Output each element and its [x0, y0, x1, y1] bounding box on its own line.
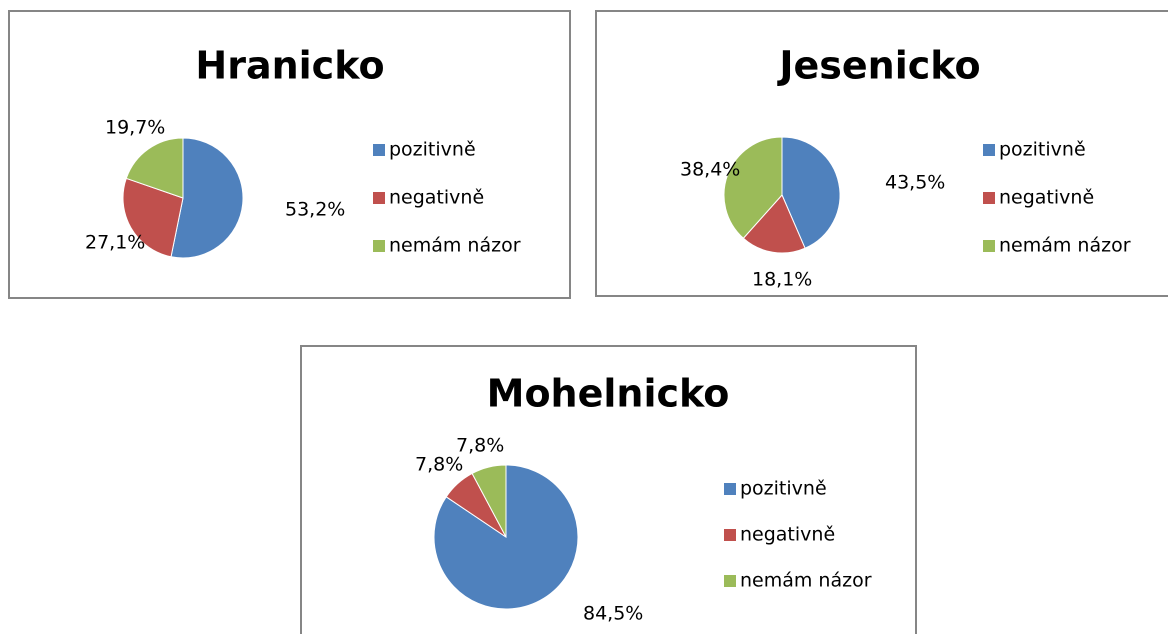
legend-swatch: [983, 144, 995, 156]
data-label: 38,4%: [680, 159, 740, 181]
chart-title: Jesenicko: [776, 44, 980, 88]
legend-swatch: [983, 240, 995, 252]
legend-label: pozitivně: [999, 139, 1086, 161]
data-label: 53,2%: [285, 199, 345, 221]
chart-frame: [8, 10, 571, 299]
pie-slice: [122, 177, 184, 258]
legend-label: nemám názor: [740, 570, 872, 592]
pie-slice: [170, 137, 244, 259]
data-label: 27,1%: [85, 232, 145, 254]
pie-slice: [433, 464, 579, 610]
legend-swatch: [983, 192, 995, 204]
legend-label: negativně: [999, 187, 1094, 209]
chart-frame: [300, 345, 917, 634]
chart-title: Mohelnicko: [487, 372, 730, 416]
pie-slice: [781, 136, 841, 249]
data-label: 19,7%: [105, 117, 165, 139]
legend-swatch: [373, 144, 385, 156]
legend-swatch: [724, 483, 736, 495]
chart-title: Hranicko: [195, 44, 384, 88]
legend-label: negativně: [740, 524, 835, 546]
data-label: 84,5%: [583, 603, 643, 625]
legend-swatch: [373, 192, 385, 204]
legend-swatch: [724, 529, 736, 541]
legend-label: negativně: [389, 187, 484, 209]
legend-swatch: [724, 575, 736, 587]
pie-slice: [742, 194, 806, 254]
legend-swatch: [373, 240, 385, 252]
data-label: 43,5%: [885, 172, 945, 194]
pie-slice: [125, 137, 184, 199]
pie-slice: [723, 136, 783, 239]
chart-frame: [595, 10, 1168, 297]
pie-slice: [471, 464, 507, 538]
data-label: 18,1%: [752, 269, 812, 291]
legend-label: pozitivně: [389, 139, 476, 161]
data-label: 7,8%: [415, 454, 463, 476]
legend-label: nemám názor: [999, 235, 1131, 257]
data-label: 7,8%: [456, 435, 504, 457]
legend-label: pozitivně: [740, 478, 827, 500]
legend-label: nemám názor: [389, 235, 521, 257]
